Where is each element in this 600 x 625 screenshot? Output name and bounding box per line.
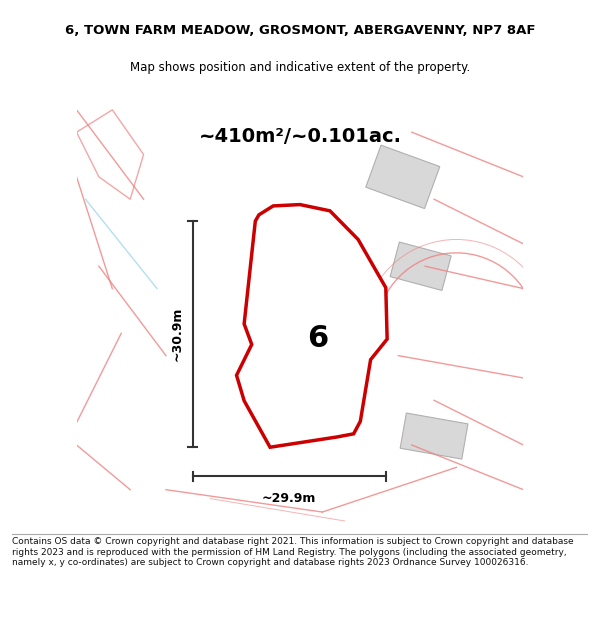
Text: ~29.9m: ~29.9m [262,492,316,505]
Text: ~410m²/~0.101ac.: ~410m²/~0.101ac. [199,127,401,146]
Polygon shape [390,242,451,291]
Polygon shape [366,145,440,209]
Text: Map shows position and indicative extent of the property.: Map shows position and indicative extent… [130,61,470,74]
Polygon shape [236,204,387,448]
Text: ~30.9m: ~30.9m [170,307,184,361]
Polygon shape [400,413,468,459]
Text: Contains OS data © Crown copyright and database right 2021. This information is : Contains OS data © Crown copyright and d… [12,538,574,568]
Text: 6: 6 [307,324,328,353]
Text: 6, TOWN FARM MEADOW, GROSMONT, ABERGAVENNY, NP7 8AF: 6, TOWN FARM MEADOW, GROSMONT, ABERGAVEN… [65,24,535,38]
